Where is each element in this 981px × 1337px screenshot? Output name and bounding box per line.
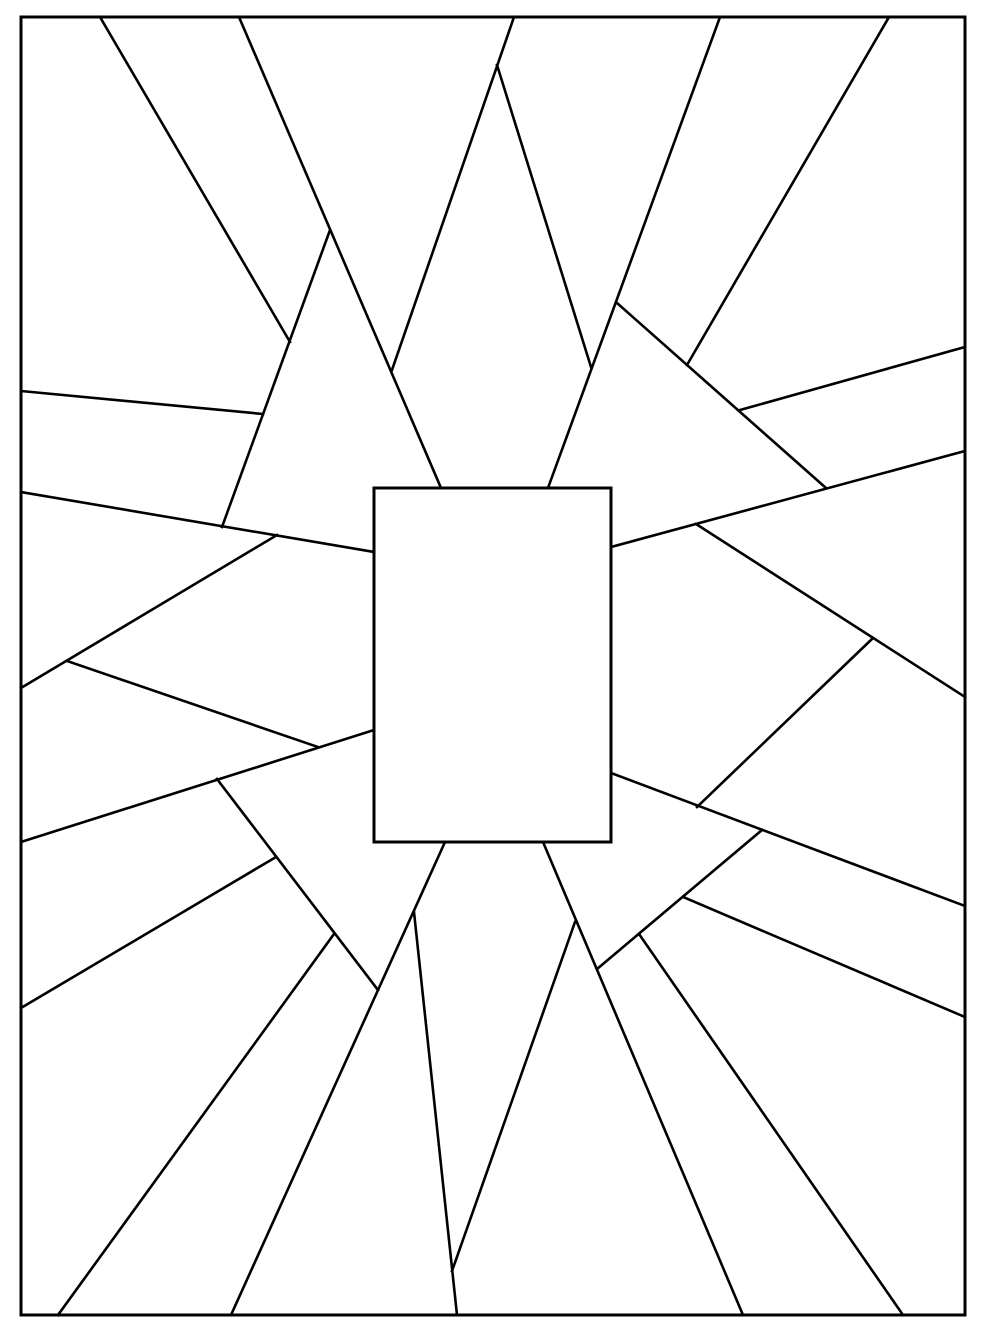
- segment: [695, 636, 875, 809]
- segment: [685, 15, 891, 367]
- segment: [546, 15, 722, 490]
- segment: [56, 932, 336, 1317]
- segment: [412, 910, 459, 1317]
- segment: [19, 728, 376, 844]
- segment: [220, 228, 332, 529]
- segment: [615, 301, 828, 490]
- segment: [65, 659, 320, 749]
- segment: [19, 389, 265, 416]
- segment: [390, 15, 516, 372]
- segment: [19, 533, 279, 690]
- segment: [19, 490, 376, 554]
- segment: [19, 855, 278, 1010]
- segment: [495, 63, 593, 369]
- segment: [237, 15, 443, 490]
- segment: [738, 345, 967, 412]
- radiating-segments: [19, 15, 967, 1317]
- segment: [609, 771, 967, 908]
- center-panel: [372, 486, 613, 844]
- segment: [681, 895, 967, 1019]
- segment: [595, 828, 764, 971]
- segment: [694, 522, 967, 699]
- segment: [637, 932, 905, 1317]
- segment: [541, 840, 745, 1317]
- segment: [229, 840, 447, 1317]
- segment: [450, 920, 577, 1273]
- segment: [609, 449, 967, 549]
- segment: [215, 777, 380, 992]
- segment: [98, 15, 292, 344]
